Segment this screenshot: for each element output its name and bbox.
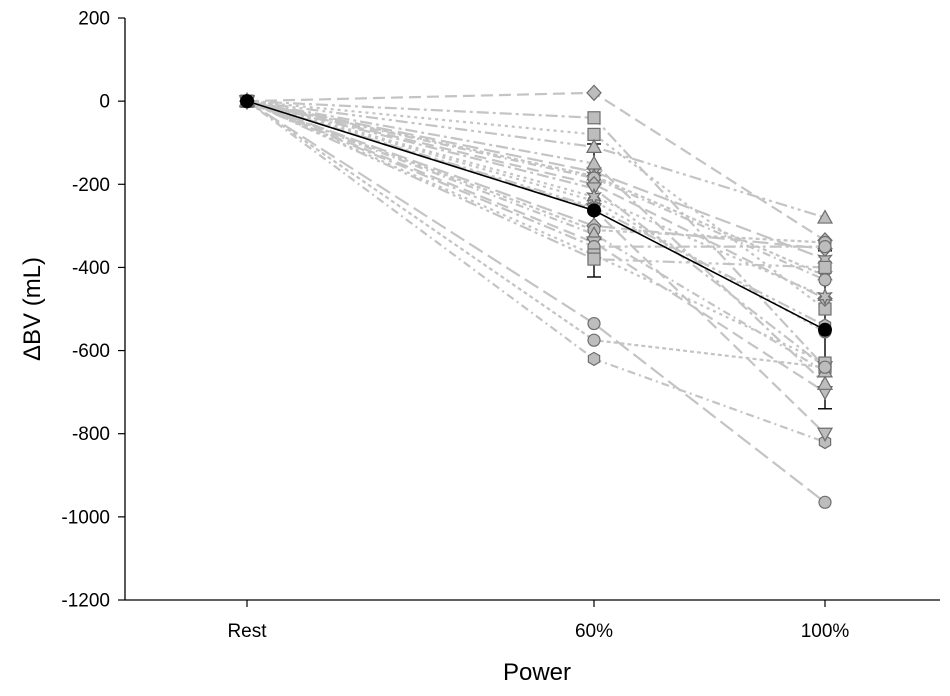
individual-line: [246, 100, 826, 394]
individual-line: [246, 100, 826, 504]
individual-line: [246, 100, 826, 300]
individual-point: [818, 273, 832, 287]
mean-point: [818, 322, 832, 337]
y-tick-label: -800: [72, 424, 110, 445]
mean-series-points: [240, 94, 832, 337]
individual-point: [587, 351, 601, 367]
mean-point: [240, 94, 254, 109]
individual-line: [246, 100, 826, 435]
y-axis-title: ΔBV (mL): [19, 257, 46, 361]
individual-point: [587, 316, 601, 331]
y-tick-label: -200: [72, 175, 110, 196]
individual-point: [586, 84, 602, 102]
individual-point: [587, 333, 601, 347]
individual-point: [816, 427, 834, 442]
individual-point: [817, 287, 833, 306]
individual-point: [585, 155, 603, 170]
individual-line: [246, 100, 826, 250]
individual-line: [246, 100, 826, 244]
y-tick-label: 200: [78, 9, 110, 30]
y-tick-label: -1000: [61, 507, 110, 528]
individual-line: [246, 100, 826, 261]
y-tick-label: -400: [72, 258, 110, 279]
x-tick-label: Rest: [227, 621, 267, 642]
individual-point: [818, 495, 832, 509]
individual-line: [246, 100, 826, 298]
individual-point: [818, 360, 832, 374]
individual-line: [246, 100, 826, 310]
axes: [124, 18, 940, 601]
individual-line: [246, 100, 826, 385]
individual-series-lines: [246, 91, 826, 504]
individual-line: [246, 100, 826, 219]
individual-point: [818, 240, 832, 254]
mean-series: [246, 100, 832, 410]
individual-line: [246, 100, 826, 269]
individual-point: [587, 252, 601, 266]
mean-point: [587, 203, 601, 218]
individual-point: [816, 209, 834, 224]
y-tick-label: -1200: [61, 591, 110, 612]
y-tick-label: -600: [72, 341, 110, 362]
x-tick-label: 100%: [801, 621, 850, 642]
individual-line: [246, 100, 825, 248]
individual-line: [246, 100, 826, 333]
x-ticks: Rest 60% 100%: [227, 600, 849, 642]
x-tick-label: 60%: [575, 621, 613, 642]
individual-point: [585, 138, 603, 153]
individual-series-markers: [238, 84, 834, 509]
individual-point: [587, 111, 601, 125]
individual-point: [818, 260, 832, 275]
individual-point: [818, 434, 832, 450]
y-ticks: 200 0 -200 -400 -600 -800 -1000 -1200: [61, 9, 125, 612]
individual-line: [246, 100, 826, 369]
x-axis-title: Power: [503, 659, 571, 686]
individual-point: [816, 375, 834, 390]
individual-point: [587, 127, 601, 141]
y-tick-label: 0: [99, 92, 110, 113]
